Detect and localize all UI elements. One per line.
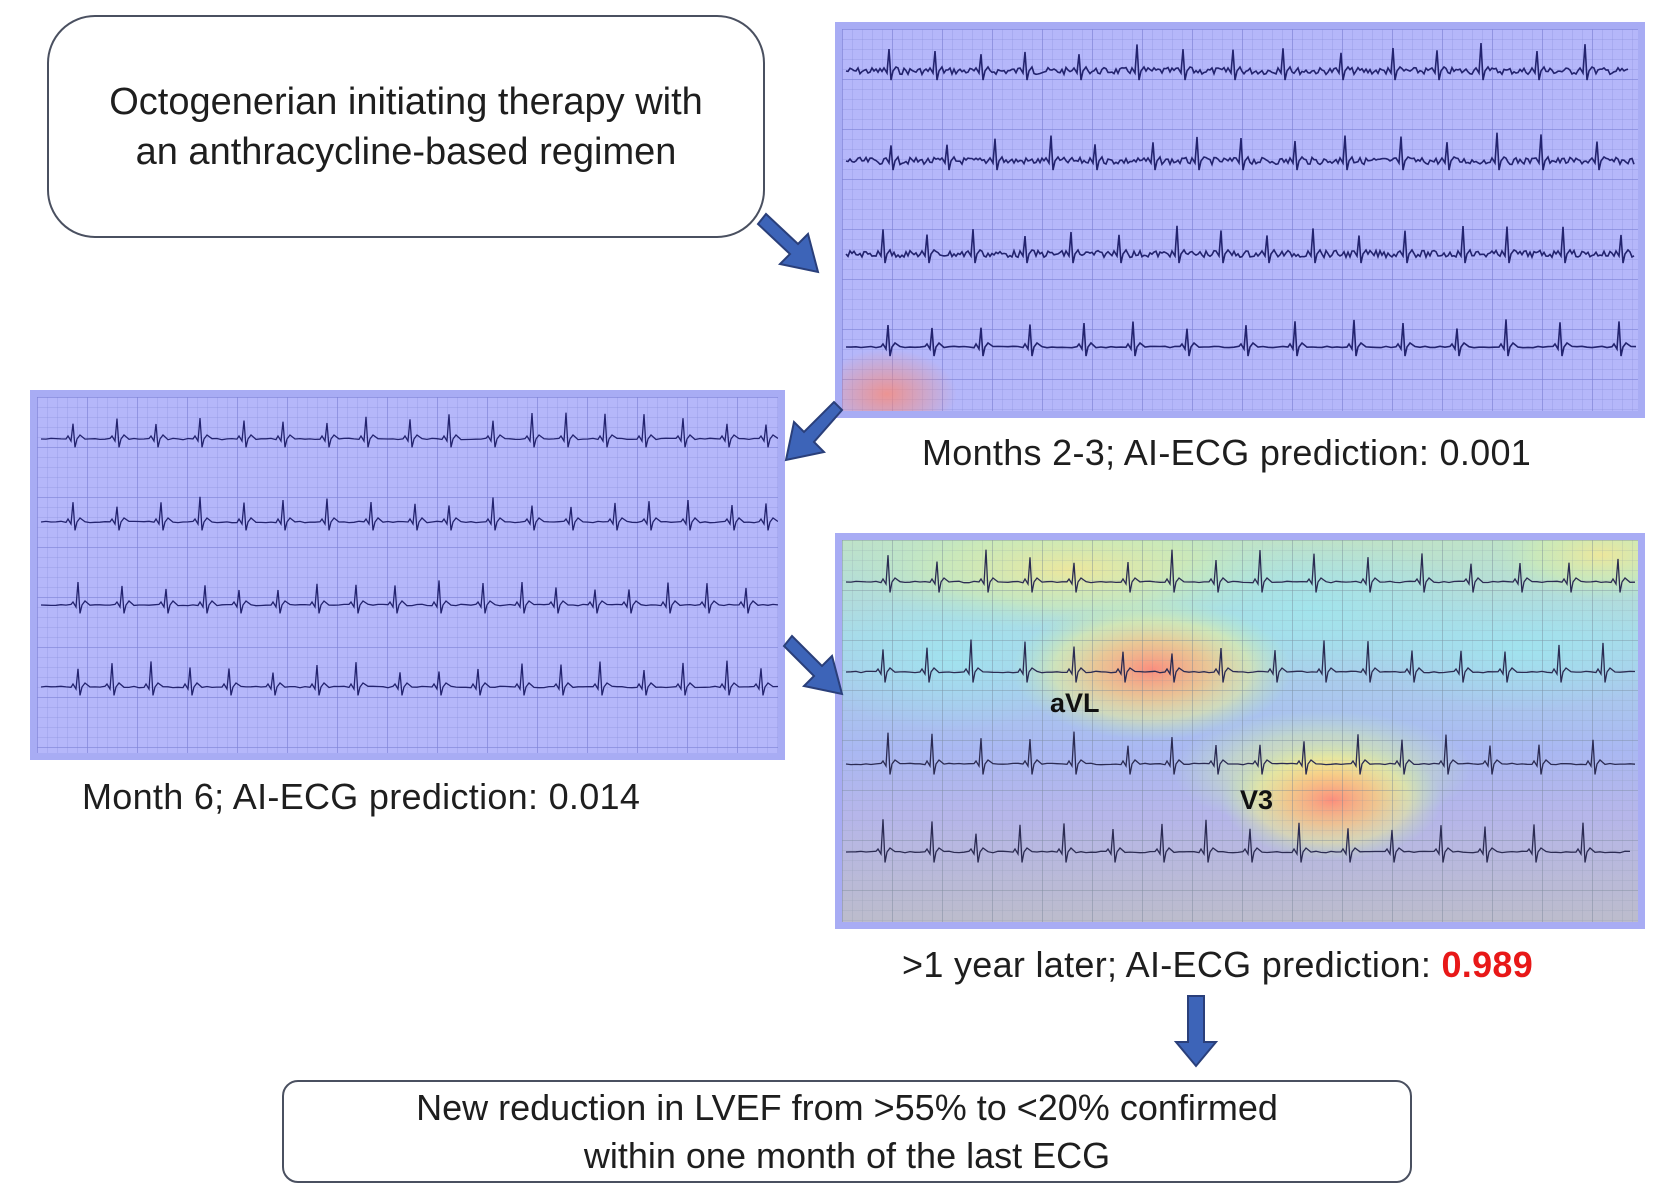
ecg-lead-trace [40, 660, 778, 696]
ecg-lead-trace [845, 225, 1635, 264]
ecg-lead-trace [40, 412, 778, 448]
ecg-panel-month-6 [30, 390, 785, 760]
start-box: Octogenerian initiating therapy with an … [47, 15, 765, 238]
end-text-line2: within one month of the last ECG [583, 1134, 1111, 1176]
ecg-lead-trace [845, 731, 1636, 775]
ecg-trace-2 [37, 397, 778, 753]
lead-label-v3: V3 [1240, 785, 1274, 815]
arrow-ecg1-to-ecg2 [784, 400, 844, 462]
end-text-line1: New reduction in LVEF from >55% to <20% … [416, 1086, 1278, 1128]
ecg-trace-3-heatmap [842, 540, 1638, 922]
ecg1-caption: Months 2-3; AI-ECG prediction: 0.001 [922, 432, 1532, 473]
arrow-ecg2-to-ecg3 [782, 634, 844, 696]
start-text-line2: an anthracycline-based regimen [135, 130, 677, 173]
ecg-trace-1 [842, 29, 1638, 411]
ecg-lead-trace [845, 319, 1637, 357]
ecg2-caption: Month 6; AI-ECG prediction: 0.014 [82, 776, 641, 817]
lead-label-avl: aVL [1050, 688, 1100, 718]
ecg-lead-trace [40, 496, 778, 531]
arrow-ecg3-to-end [1173, 995, 1219, 1068]
ecg3-caption: >1 year later; AI-ECG prediction: 0.989 [902, 944, 1533, 986]
ecg-lead-trace [845, 819, 1631, 863]
ecg-lead-trace [845, 132, 1635, 171]
ecg-lead-trace [845, 639, 1636, 683]
ecg-lead-trace [40, 580, 778, 614]
ecg-lead-trace [845, 549, 1636, 593]
arrow-start-to-ecg1 [756, 212, 820, 274]
start-text-line1: Octogenerian initiating therapy with [109, 80, 703, 123]
ecg3-caption-prefix: >1 year later; AI-ECG prediction: [902, 944, 1442, 985]
ecg-lead-trace [845, 43, 1629, 81]
end-box: New reduction in LVEF from >55% to <20% … [282, 1080, 1412, 1183]
ecg3-prediction-value: 0.989 [1441, 944, 1534, 985]
ecg-panel-1-year-later [835, 533, 1645, 929]
ecg-panel-months-2-3 [835, 22, 1645, 418]
